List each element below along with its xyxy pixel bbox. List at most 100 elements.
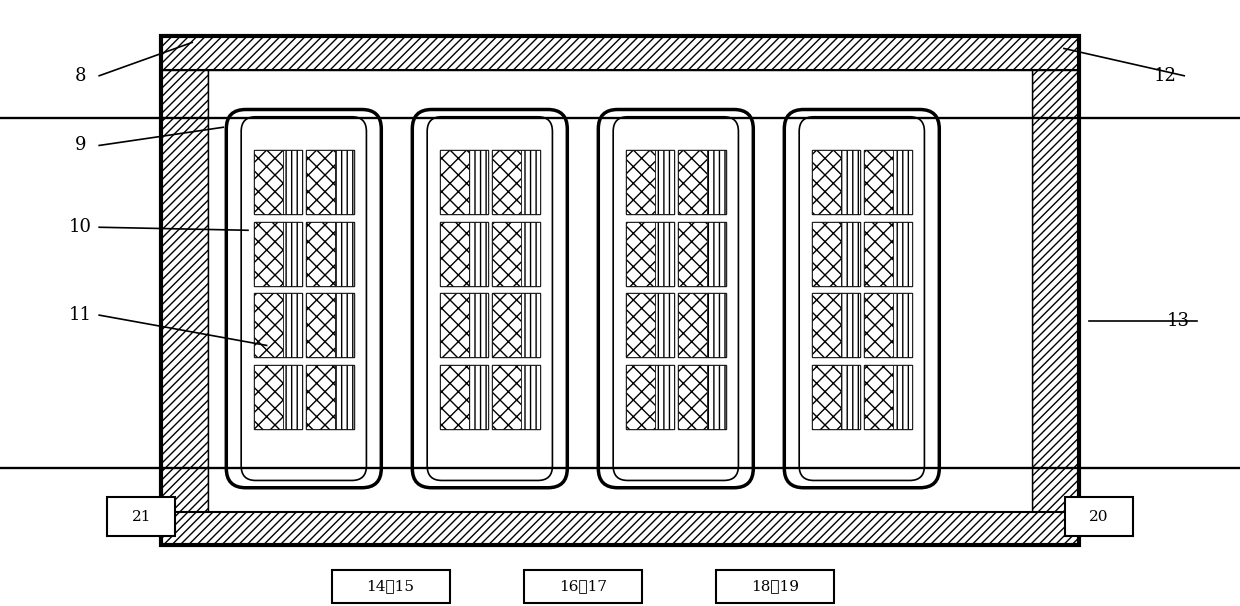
Bar [521,365,541,429]
Bar [492,293,541,358]
Text: 16、17: 16、17 [559,579,606,593]
Bar [283,293,303,358]
Text: 9: 9 [74,136,87,155]
Bar [492,365,521,429]
Text: 8: 8 [74,67,87,85]
Bar [107,497,175,536]
Text: 13: 13 [1167,312,1189,330]
Bar [812,293,841,358]
Bar [440,222,489,286]
Bar [440,222,469,286]
Bar [707,222,727,286]
Bar [306,222,355,286]
Bar [332,570,450,603]
Bar [523,570,642,603]
Bar [893,293,911,358]
Bar [492,150,521,215]
Bar [306,222,335,286]
Bar [863,365,893,429]
Bar [626,222,655,286]
Bar [626,365,655,429]
Bar [626,293,675,358]
Bar [492,222,521,286]
Bar [655,293,675,358]
Bar [254,150,303,215]
Text: 11: 11 [69,306,92,324]
Bar [521,150,541,215]
Bar [863,150,911,215]
Bar [626,293,655,358]
Bar [335,222,355,286]
Bar [893,150,911,215]
Bar [707,293,727,358]
Bar [677,222,707,286]
Bar [306,150,335,215]
Bar [893,365,911,429]
Bar [283,150,303,215]
Bar [254,222,283,286]
Bar [717,570,833,603]
FancyBboxPatch shape [784,110,940,488]
Bar [626,222,675,286]
Bar [440,293,469,358]
Bar [812,150,861,215]
Bar [306,150,355,215]
Bar [841,150,861,215]
Bar [812,365,861,429]
Bar [677,150,707,215]
Bar [655,222,675,286]
Bar [677,293,707,358]
Bar [440,150,469,215]
Bar [677,365,727,429]
Bar [335,293,355,358]
Bar [812,365,841,429]
Bar [306,365,335,429]
Bar [440,150,489,215]
Bar [812,293,861,358]
Bar [440,365,469,429]
Bar [492,365,541,429]
Bar [841,222,861,286]
Text: 20: 20 [1089,510,1109,524]
Bar [812,222,841,286]
Bar [492,222,541,286]
Bar [469,293,489,358]
FancyBboxPatch shape [241,117,367,481]
Bar [161,70,208,512]
Bar [254,365,283,429]
Bar [1065,497,1133,536]
Bar [812,222,861,286]
Bar [677,293,727,358]
Bar [161,512,1079,545]
Bar [306,365,355,429]
Bar [440,293,489,358]
Bar [863,150,893,215]
Bar [283,365,303,429]
Bar [863,293,911,358]
Bar [1032,70,1079,512]
FancyBboxPatch shape [800,117,925,481]
Bar [707,150,727,215]
Bar [492,293,521,358]
Bar [335,150,355,215]
Bar [707,365,727,429]
Bar [812,150,841,215]
Bar [492,150,541,215]
Text: 14、15: 14、15 [367,579,414,593]
Bar [469,150,489,215]
Bar [283,222,303,286]
Bar [841,293,861,358]
Bar [863,222,893,286]
Bar [469,365,489,429]
Bar [655,365,675,429]
Bar [306,293,335,358]
Bar [655,150,675,215]
Bar [677,222,727,286]
Bar [440,365,489,429]
Bar [161,36,1079,545]
FancyBboxPatch shape [226,110,381,488]
FancyBboxPatch shape [599,110,754,488]
Text: 10: 10 [69,218,92,236]
Bar [863,293,893,358]
FancyBboxPatch shape [412,110,567,488]
